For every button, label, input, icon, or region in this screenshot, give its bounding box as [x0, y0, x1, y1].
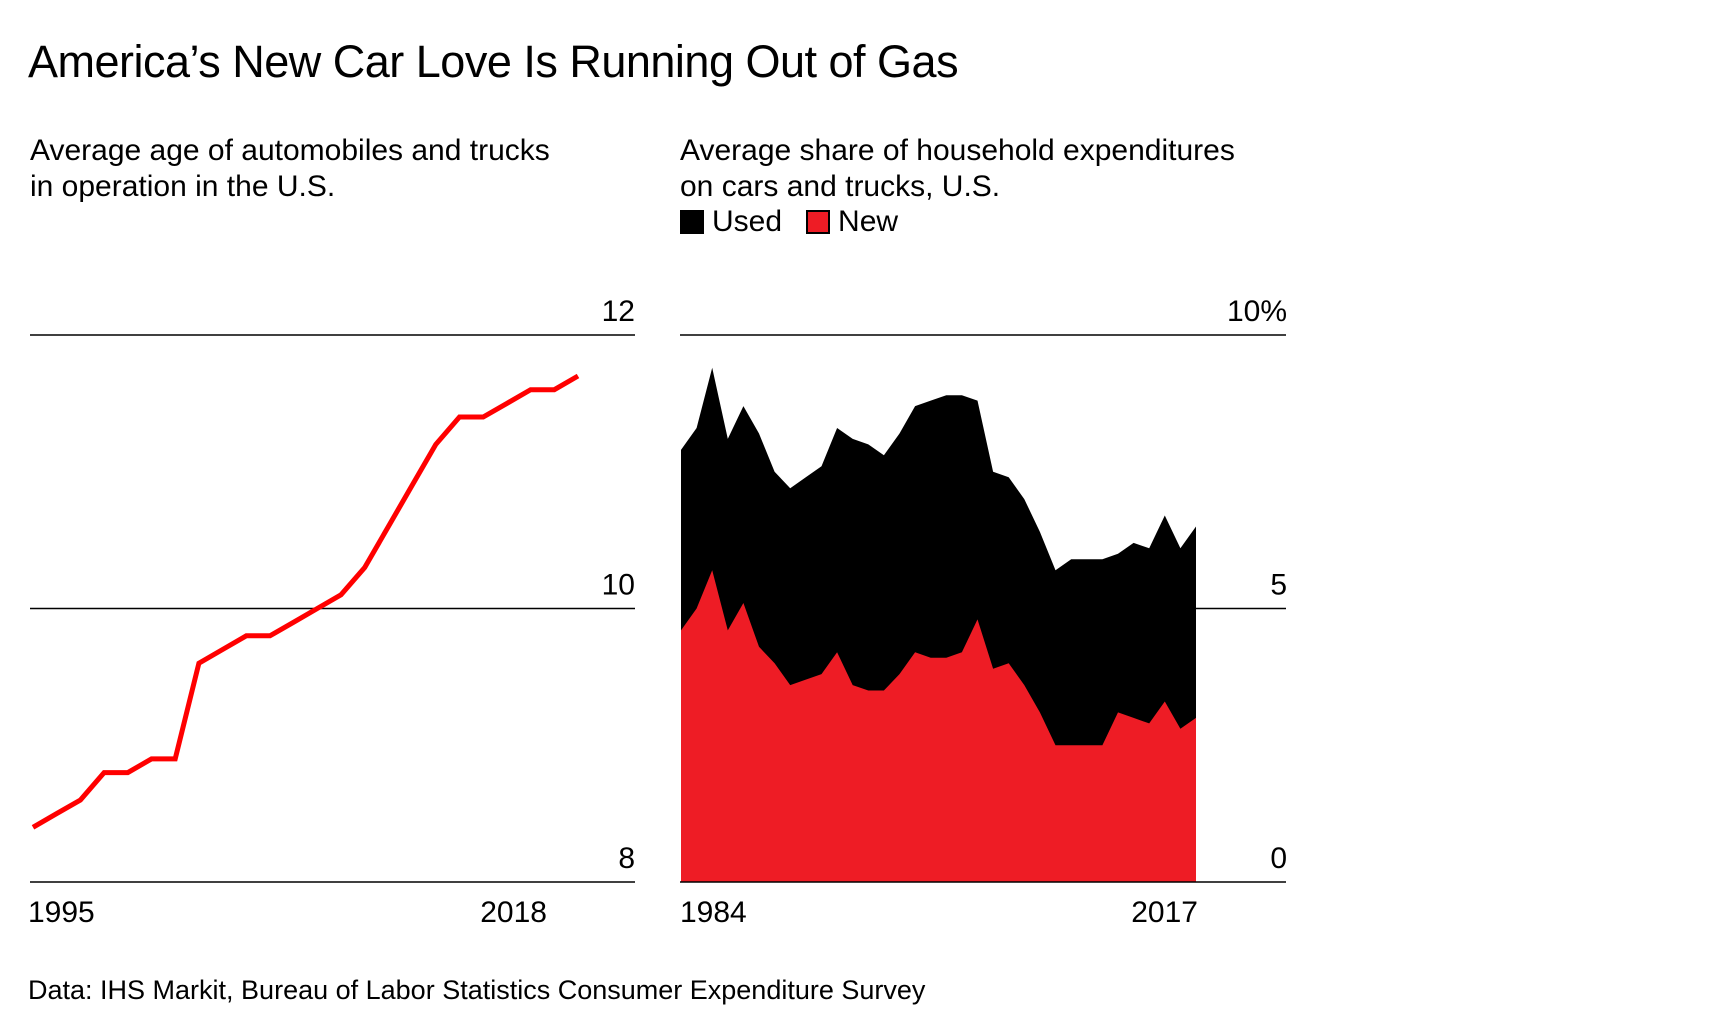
left-ytick-label-12: 12 [602, 295, 635, 328]
chart-title: America’s New Car Love Is Running Out of… [28, 36, 959, 87]
right-ytick-label-10pct: 10% [1227, 295, 1287, 328]
right-xtick-label-2017: 2017 [1131, 896, 1198, 929]
left-chart-subtitle: Average age of automobiles and trucks in… [30, 133, 550, 205]
right-chart-subtitle-text: Average share of household expenditures … [680, 134, 1235, 203]
legend: Used New [680, 205, 922, 239]
source-note: Data: IHS Markit, Bureau of Labor Statis… [28, 975, 926, 1005]
legend-item-used: Used [680, 205, 782, 239]
left-xtick-label-1995: 1995 [28, 896, 95, 929]
legend-label-new: New [838, 205, 899, 238]
right-ytick-label-0: 0 [1270, 842, 1287, 875]
legend-swatch-new [806, 210, 831, 234]
legend-swatch-used [680, 210, 704, 234]
left-xtick-label-2018: 2018 [480, 896, 547, 929]
left-ytick-label-10: 10 [602, 569, 635, 602]
right-xtick-label-1984: 1984 [680, 896, 747, 929]
right-series-new-area [681, 570, 1196, 882]
legend-label-used: Used [712, 205, 783, 238]
left-ytick-label-8: 8 [618, 842, 635, 875]
legend-item-new: New [806, 205, 898, 239]
left-series-line [31, 373, 580, 830]
right-chart-subtitle: Average share of household expenditures … [680, 133, 1240, 205]
right-ytick-label-5: 5 [1270, 569, 1287, 602]
left-chart-subtitle-text: Average age of automobiles and trucks in… [30, 134, 550, 203]
